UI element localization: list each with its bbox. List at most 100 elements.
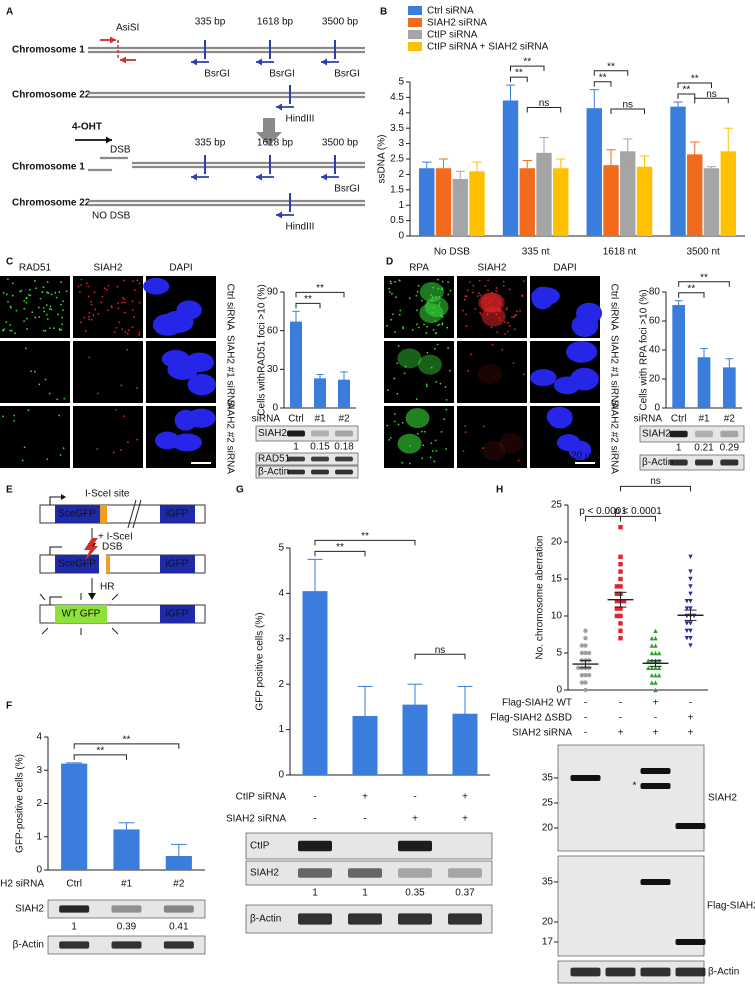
arrow-head — [88, 593, 96, 600]
focus — [498, 316, 501, 319]
focus — [462, 450, 465, 453]
significance-label: ** — [96, 746, 104, 757]
quantification: 0.41 — [169, 922, 189, 933]
focus — [79, 321, 82, 324]
significance-bracket — [295, 291, 345, 298]
significance-label: ns — [650, 476, 661, 487]
y-axis-label: GFP-positive cells (%) — [15, 754, 26, 853]
focus — [501, 348, 504, 351]
focus — [512, 361, 515, 364]
condition-sign: + — [462, 814, 468, 825]
significance-label: ** — [304, 294, 312, 305]
focus — [33, 279, 36, 282]
focus — [427, 302, 430, 304]
blot-label: CtIP — [250, 841, 270, 852]
focus — [431, 311, 434, 314]
mw-marker: 35 — [542, 773, 554, 784]
step-label: HR — [100, 582, 114, 593]
focus — [11, 282, 14, 285]
band — [640, 783, 671, 789]
nucleus — [547, 407, 573, 429]
focus — [126, 332, 129, 335]
focus — [474, 308, 477, 310]
focus — [25, 297, 28, 300]
blot-label: β-Actin — [13, 940, 44, 951]
focus — [54, 291, 57, 294]
image-row-label: Ctrl siRNA — [224, 284, 235, 331]
dot — [618, 576, 623, 582]
arrow-head — [110, 36, 116, 44]
nucleus — [530, 369, 557, 387]
blot — [639, 454, 745, 471]
focus — [389, 436, 392, 439]
x-tick-label: Ctrl — [671, 414, 687, 425]
condition-sign: + — [462, 792, 468, 803]
focus — [397, 345, 400, 348]
mw-marker: 17 — [542, 937, 554, 948]
blot — [245, 832, 493, 860]
blot-label: β-Actin — [642, 457, 673, 468]
gene-box — [160, 555, 195, 573]
focus — [464, 313, 467, 316]
focus — [495, 287, 498, 289]
dot — [618, 606, 623, 611]
band — [163, 905, 194, 913]
image-column-label: DAPI — [169, 263, 192, 274]
y-tick-label: 5 — [556, 648, 562, 659]
y-tick-label: 1.5 — [390, 184, 404, 195]
focus — [123, 415, 125, 418]
focus — [94, 308, 97, 311]
x-tick-label: No DSB — [434, 247, 470, 258]
gene-box — [55, 505, 100, 523]
focus — [42, 286, 45, 288]
band — [695, 459, 713, 466]
significance-bracket — [314, 539, 416, 546]
asterisk: * — [633, 781, 637, 792]
focus — [131, 326, 134, 329]
focus — [416, 290, 419, 293]
focus — [522, 280, 525, 282]
focus — [29, 294, 32, 297]
significance-bracket — [620, 515, 656, 522]
focus — [499, 319, 501, 322]
bar — [672, 305, 685, 408]
focus — [93, 291, 96, 294]
significance-bracket — [73, 754, 127, 760]
image-column-label: SIAH2 — [478, 263, 507, 274]
bar — [636, 166, 653, 236]
significance-bracket — [677, 82, 712, 89]
focus — [90, 303, 93, 306]
condition-sign: - — [584, 728, 587, 739]
focus — [138, 333, 140, 336]
focus — [38, 316, 41, 318]
focus — [23, 320, 25, 323]
bar — [723, 367, 736, 408]
band — [287, 469, 305, 475]
glow — [111, 627, 119, 635]
condition-sign: - — [584, 698, 587, 709]
y-tick-label: 20 — [551, 537, 563, 548]
blot-label: RAD51 — [258, 454, 291, 465]
focus — [447, 347, 449, 349]
focus — [519, 309, 521, 312]
focus — [20, 289, 23, 292]
focus — [440, 430, 443, 433]
focus — [517, 459, 520, 462]
dot — [691, 613, 697, 619]
y-tick-label: 60 — [649, 316, 661, 327]
focus — [136, 387, 139, 389]
dot — [684, 628, 690, 633]
bar — [113, 829, 140, 870]
legend-swatch — [408, 6, 422, 15]
condition-sign: - — [363, 814, 366, 825]
band — [398, 868, 432, 878]
focus — [415, 398, 418, 401]
focus — [402, 327, 405, 330]
focus — [26, 317, 28, 320]
nucleus-signal — [417, 354, 442, 375]
dot — [653, 665, 658, 670]
x-tick-label: 3500 nt — [686, 247, 720, 258]
band — [311, 456, 329, 462]
x-tick-label: 335 nt — [522, 247, 550, 258]
band — [335, 469, 353, 475]
